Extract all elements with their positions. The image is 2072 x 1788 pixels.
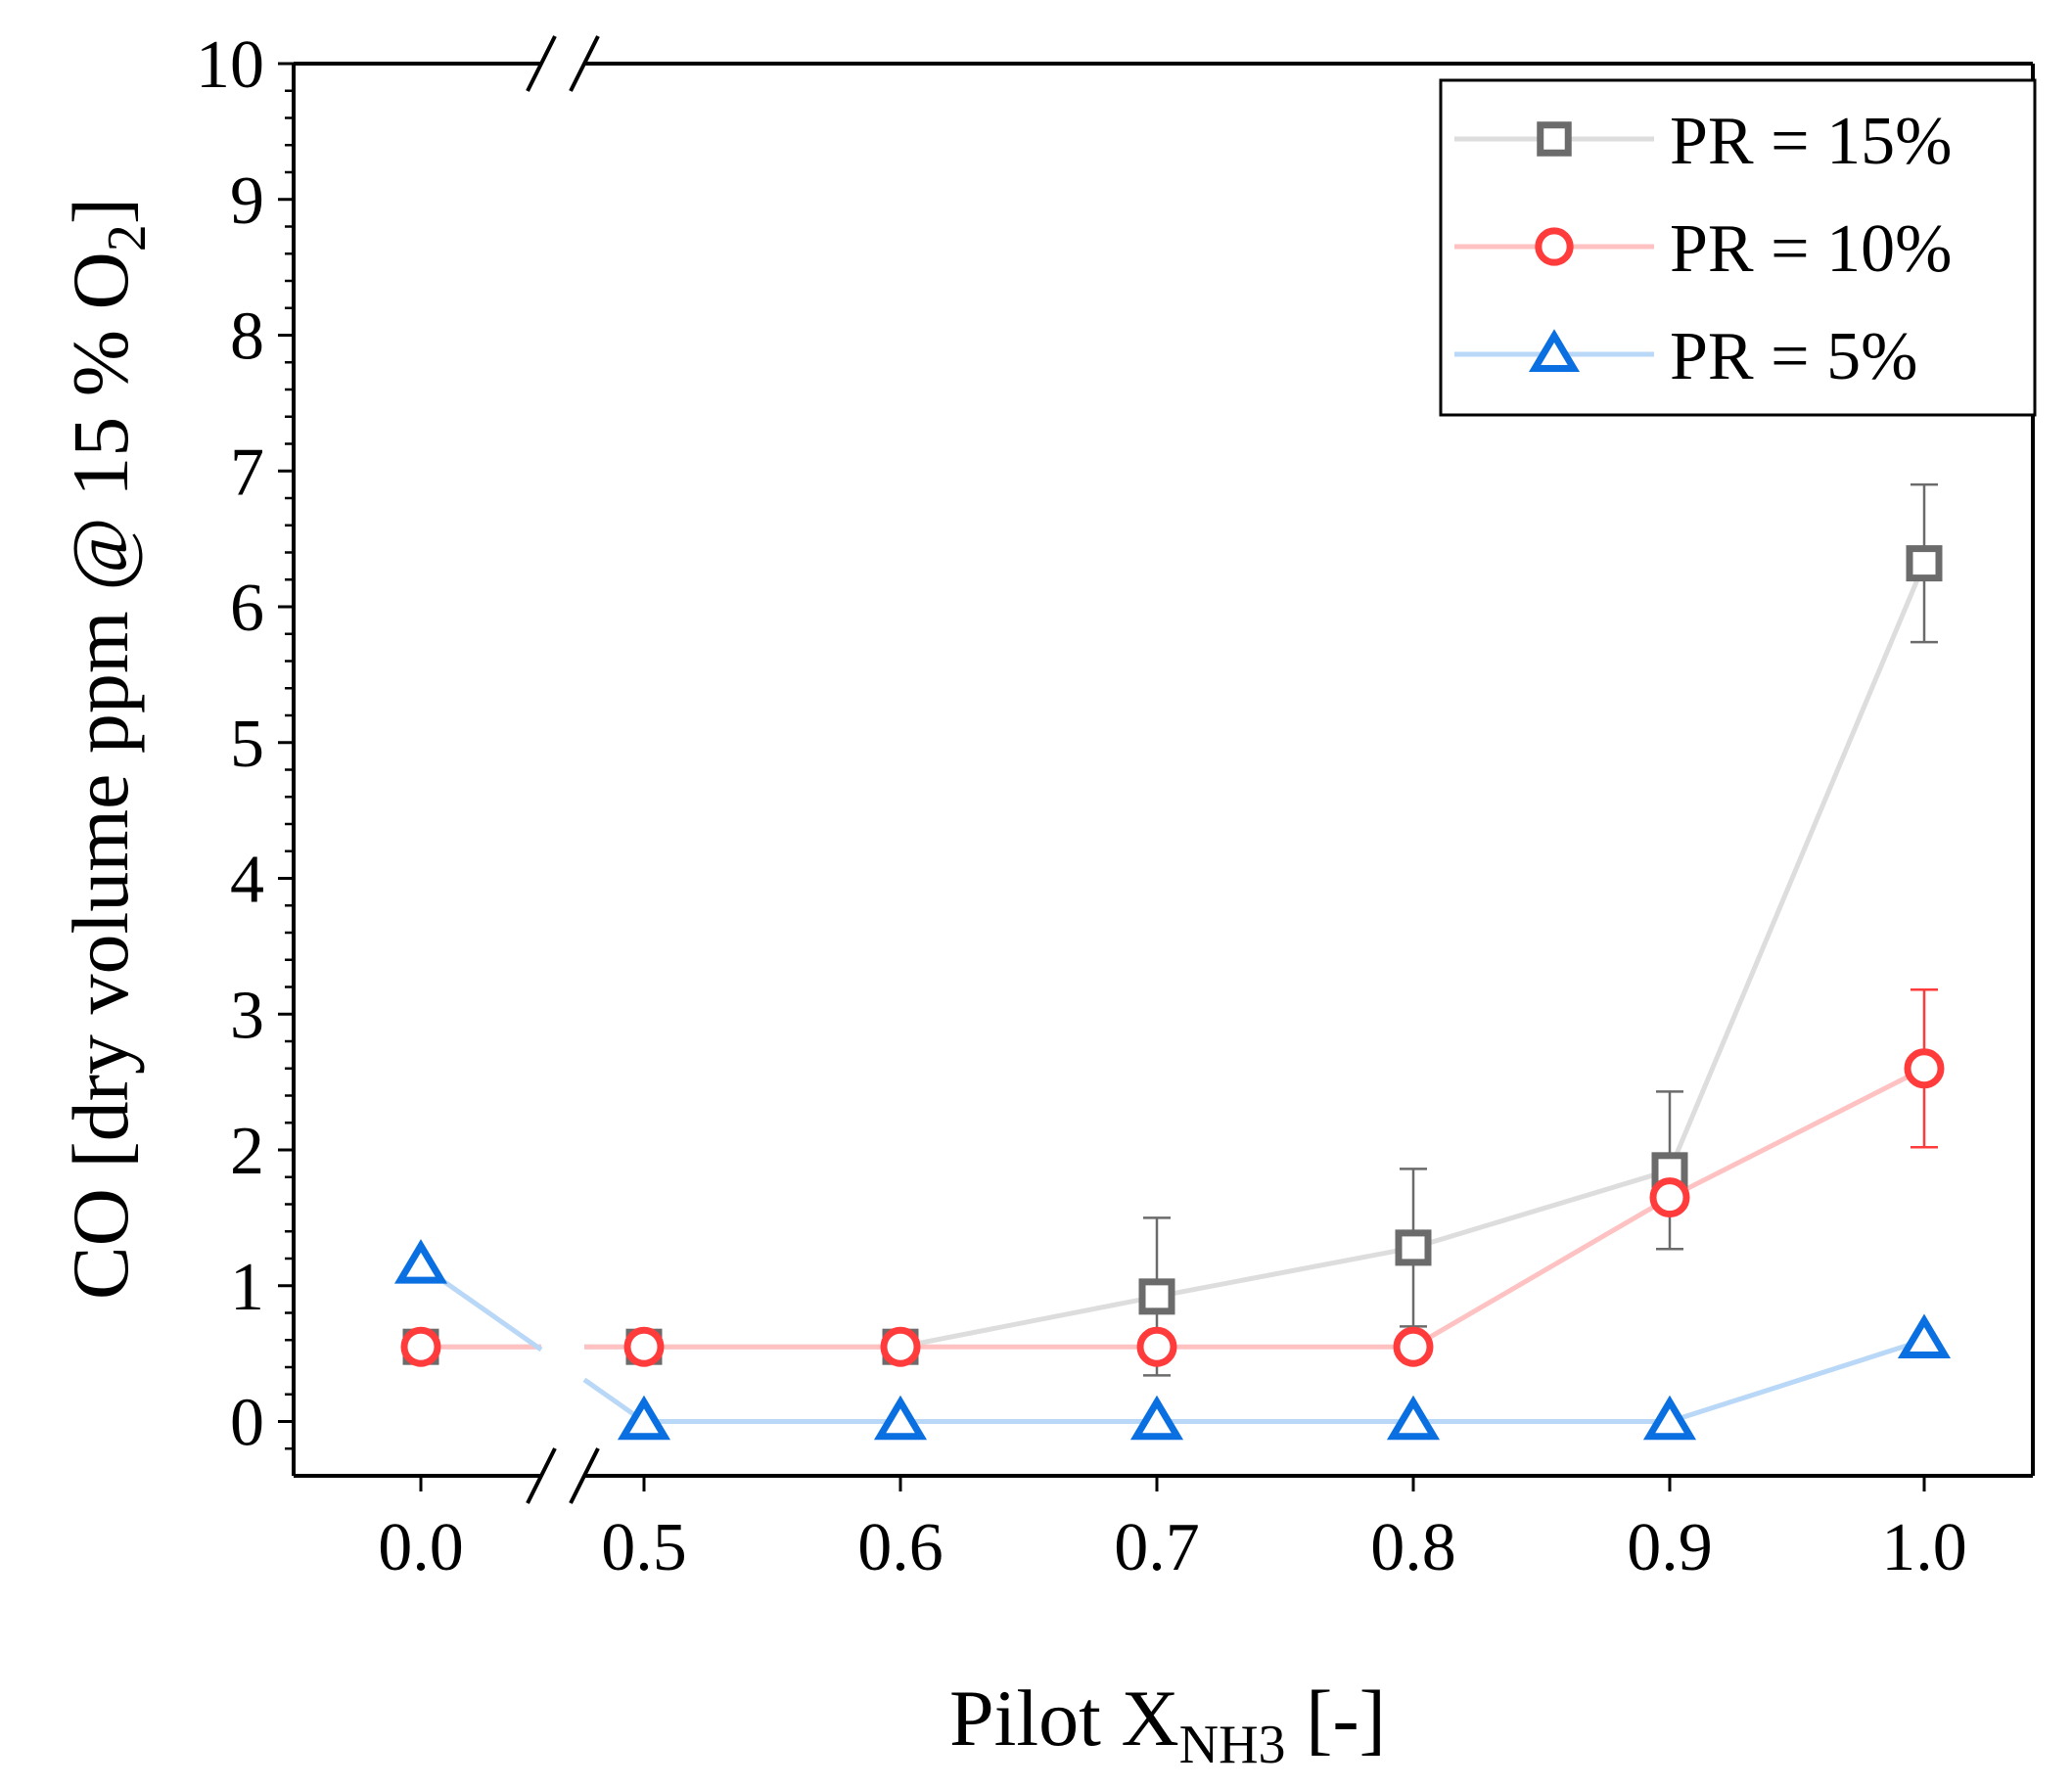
y-axis-label-tail: ] — [56, 198, 145, 224]
legend: PR = 15% PR = 10% PR = 5% — [1439, 78, 2037, 417]
y-tick-label: 4 — [230, 843, 264, 918]
data-point-circle — [623, 1326, 665, 1367]
data-point-triangle — [1129, 1395, 1184, 1441]
y-tick-label: 1 — [230, 1250, 264, 1325]
x-axis-label-main: Pilot X — [949, 1673, 1179, 1763]
axes-layer: 0 1 2 3 4 5 6 7 8 9 10 0.0 0.5 0.6 0.7 0.8 0.9 1.0 — [196, 27, 2035, 1585]
data-point-circle — [400, 1326, 441, 1367]
x-axis-label-tail: [-] — [1286, 1673, 1386, 1763]
axis-break-mark — [569, 1447, 600, 1504]
y-tick-label: 6 — [230, 571, 264, 646]
legend-entry: PR = 5% — [1454, 319, 1917, 394]
legend-label: PR = 15% — [1670, 104, 1952, 179]
y-tick-label: 9 — [230, 163, 264, 239]
series-line-segment — [1669, 1337, 1925, 1424]
error-bars-layer — [1143, 482, 1938, 1377]
x-axis-label-subscript: NH3 — [1179, 1715, 1286, 1775]
x-tick-label: 1.0 — [1881, 1510, 1967, 1585]
legend-label: PR = 5% — [1670, 319, 1917, 394]
series-line-segment — [1667, 562, 1927, 1171]
axis-break-mark — [526, 35, 557, 92]
x-tick-label: 0.7 — [1114, 1510, 1200, 1585]
data-point-circle — [1904, 1048, 1945, 1089]
y-tick-label: 5 — [230, 707, 264, 782]
y-tick-label: 3 — [230, 978, 264, 1053]
series-line-segment — [1412, 1168, 1671, 1251]
data-point-circle — [1535, 227, 1574, 266]
axis-break-mark — [569, 35, 600, 92]
data-point-circle — [880, 1326, 921, 1367]
data-point-triangle — [1386, 1395, 1441, 1441]
x-tick-label: 0.6 — [857, 1510, 944, 1585]
x-tick-label: 0.9 — [1627, 1510, 1713, 1585]
y-tick-label: 2 — [230, 1114, 264, 1189]
axis-break-mark — [526, 1447, 557, 1504]
series-line-segment — [1411, 1195, 1672, 1350]
y-tick-label: 0 — [230, 1386, 264, 1461]
x-tick-label: 0.5 — [601, 1510, 687, 1585]
y-axis-label-main: CO [dry volume ppm @ 15 % O — [56, 252, 145, 1300]
legend-entry: PR = 10% — [1454, 211, 1952, 287]
data-point-square — [1906, 545, 1943, 582]
y-axis-label: CO [dry volume ppm @ 15 % O2] — [56, 198, 158, 1300]
y-tick-label: 7 — [230, 435, 264, 510]
series-line-segment — [1156, 1245, 1414, 1300]
series-line-segment — [899, 1294, 1158, 1350]
x-tick-label: 0.0 — [378, 1510, 464, 1585]
y-axis-label-subscript: 2 — [97, 224, 158, 252]
data-point-square — [1138, 1278, 1175, 1315]
data-point-circle — [1393, 1326, 1434, 1367]
x-axis-label: Pilot XNH3 [-] — [949, 1673, 1386, 1775]
data-point-triangle — [1528, 329, 1581, 372]
data-point-circle — [1649, 1177, 1690, 1218]
data-point-triangle — [873, 1395, 928, 1441]
data-point-triangle — [1642, 1395, 1697, 1441]
series-line-segment — [1668, 1066, 1926, 1200]
data-point-triangle — [1897, 1313, 1952, 1358]
data-point-triangle — [617, 1395, 671, 1441]
markers-layer — [393, 545, 1952, 1441]
data-point-square — [1537, 121, 1572, 157]
legend-entry: PR = 15% — [1454, 104, 1952, 179]
data-point-square — [1395, 1229, 1432, 1266]
y-tick-label: 10 — [196, 27, 264, 103]
series-lines-layer — [419, 562, 1927, 1424]
data-point-triangle — [393, 1239, 448, 1284]
x-tick-label: 0.8 — [1370, 1510, 1456, 1585]
y-tick-label: 8 — [230, 299, 264, 375]
legend-label: PR = 10% — [1670, 211, 1952, 287]
data-point-circle — [1136, 1326, 1177, 1367]
